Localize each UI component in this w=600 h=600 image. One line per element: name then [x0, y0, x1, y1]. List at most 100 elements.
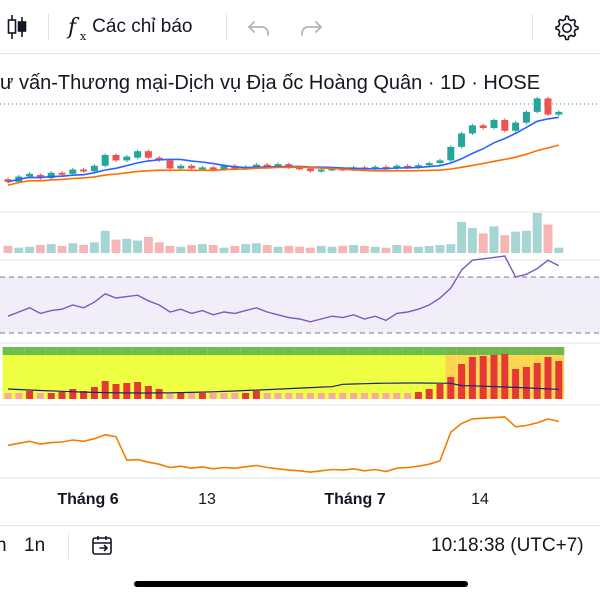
indicator-column [143, 347, 154, 399]
indicator-bar [425, 389, 433, 399]
rsi-band [0, 277, 600, 333]
volume-bar [403, 245, 413, 253]
indicator-bar [490, 355, 498, 399]
indicator-bar [512, 369, 520, 399]
candle [101, 154, 109, 166]
indicator-cap [348, 347, 359, 355]
volume-bar [230, 245, 240, 253]
indicator-cap [99, 347, 111, 355]
settings-button[interactable] [552, 0, 580, 54]
gear-icon [555, 15, 579, 41]
indicator-column [218, 347, 230, 399]
volume-bar [133, 240, 143, 253]
volume-bar [554, 247, 564, 253]
indicator-cap [186, 347, 197, 355]
indicator-column [153, 347, 165, 399]
indicator-cap [359, 347, 370, 355]
indicator-column [67, 347, 79, 399]
indicator-bar [360, 393, 368, 399]
indicator-bar [80, 391, 88, 399]
indicator-bar [533, 363, 541, 399]
indicator-cap [121, 347, 133, 355]
indicator-cap [499, 347, 511, 355]
candlestick-icon [7, 15, 27, 39]
candle [501, 119, 509, 131]
undo-icon [248, 21, 269, 36]
indicator-bar [134, 382, 142, 399]
candle [188, 165, 196, 169]
volume-bar [100, 230, 110, 253]
toolbar-divider [48, 14, 49, 40]
goto-date-button[interactable] [90, 526, 116, 566]
indicator-column [45, 347, 57, 399]
indicator-bar [198, 393, 206, 399]
toolbar-divider [226, 14, 227, 40]
clock-time[interactable]: 10:18:38 (UTC+7) [431, 535, 584, 556]
indicator-cap [521, 347, 532, 355]
indicator-cap [56, 347, 68, 355]
candle [90, 165, 98, 172]
indicator-cap [369, 347, 381, 355]
indicator-bar [47, 393, 55, 399]
rsi-line [7, 255, 560, 323]
chart-area[interactable]: Tháng 6 13 Tháng 7 14 ư vấn-Thương mại-D… [0, 55, 600, 525]
indicator-cap [251, 347, 262, 355]
volume-bar [457, 221, 467, 253]
indicator-bar [155, 389, 163, 399]
candle [26, 173, 34, 177]
indicator-column [380, 347, 392, 399]
redo-button[interactable] [298, 0, 324, 54]
indicator-bar [285, 393, 293, 399]
indicators-label: Các chỉ báo [92, 16, 193, 37]
indicator-column [261, 347, 273, 399]
rsi-pane [0, 255, 600, 334]
volume-bar [68, 243, 78, 253]
volume-bar [25, 246, 35, 253]
indicator-cap [272, 347, 284, 355]
candle [371, 166, 379, 169]
volume-bar [359, 245, 369, 253]
candle [328, 168, 336, 171]
volume-bar [316, 245, 326, 253]
indicator-cap [89, 347, 100, 355]
volume-bar [46, 244, 56, 253]
volume-bar [219, 247, 229, 253]
indicator-cap [380, 347, 392, 355]
volume-bar [79, 245, 89, 253]
range-button-partial[interactable]: n [0, 535, 7, 556]
indicator-bar [447, 377, 455, 399]
home-indicator [134, 581, 468, 587]
candle [220, 165, 228, 170]
indicator-bar [296, 393, 304, 399]
volume-bar [327, 246, 337, 253]
volume-bar [165, 245, 175, 253]
candle [447, 146, 455, 161]
indicator-cap [294, 347, 305, 355]
candle [414, 165, 422, 168]
indicator-cap [67, 347, 79, 355]
indicator-cap [402, 347, 413, 355]
indicator-bar [501, 354, 509, 399]
chart-type-button[interactable] [6, 0, 28, 54]
indicator-column [13, 347, 25, 399]
undo-button[interactable] [246, 0, 272, 54]
indicator-cap [35, 347, 46, 355]
candle [404, 165, 412, 168]
indicator-cap [553, 347, 565, 355]
indicator-bar [328, 393, 336, 399]
indicator-column [369, 347, 381, 399]
chart-canvas[interactable]: Tháng 6 13 Tháng 7 14 [0, 55, 600, 525]
volume-bar [305, 247, 315, 253]
indicator-column [251, 347, 262, 399]
candle [69, 169, 77, 174]
candles-group [4, 96, 563, 184]
symbol-title[interactable]: ư vấn-Thương mại-Dịch vụ Địa ốc Hoàng Qu… [0, 72, 541, 94]
volume-bar [370, 246, 380, 253]
range-button-1n[interactable]: 1n [24, 535, 46, 556]
indicator-cap [510, 347, 521, 355]
volume-bar [511, 231, 521, 253]
indicator-column [423, 347, 435, 399]
indicator-bar [58, 392, 66, 399]
indicator-column [175, 347, 187, 399]
